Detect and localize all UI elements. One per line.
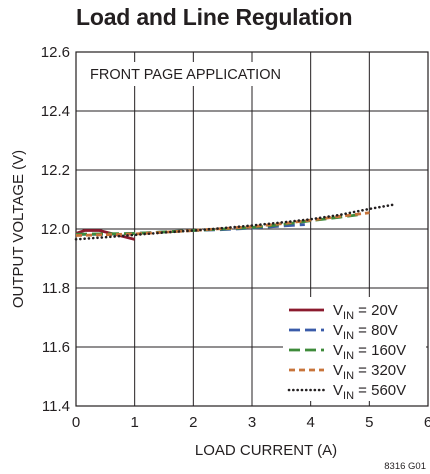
legend-label: VIN = 20V bbox=[333, 302, 398, 322]
y-tick-label: 12.4 bbox=[41, 103, 70, 120]
x-tick-label: 1 bbox=[130, 414, 138, 431]
legend-label: VIN = 80V bbox=[333, 322, 398, 342]
y-tick-label: 12.0 bbox=[41, 221, 70, 238]
x-axis-label: LOAD CURRENT (A) bbox=[195, 442, 337, 459]
plot-frame bbox=[75, 51, 429, 407]
series-line-5 bbox=[74, 203, 395, 241]
y-tick-label: 12.6 bbox=[41, 44, 70, 61]
series-group bbox=[74, 203, 395, 241]
x-tick-label: 0 bbox=[72, 414, 80, 431]
chart-title: Load and Line Regulation bbox=[76, 4, 353, 30]
legend-label: VIN = 160V bbox=[333, 342, 406, 362]
x-tick-label: 5 bbox=[365, 414, 373, 431]
legend-label: VIN = 320V bbox=[333, 362, 406, 382]
legend-label: VIN = 560V bbox=[333, 382, 406, 402]
series-line-1 bbox=[75, 229, 136, 241]
y-tick-label: 12.2 bbox=[41, 162, 70, 179]
y-tick-label: 11.6 bbox=[42, 339, 70, 356]
x-tick-labels: 0 1 2 3 4 5 6 bbox=[72, 414, 430, 431]
x-tick-label: 6 bbox=[424, 414, 430, 431]
series-line-4 bbox=[75, 211, 370, 237]
annotation-text: FRONT PAGE APPLICATION bbox=[90, 67, 281, 83]
figure-code: 8316 G01 bbox=[384, 461, 426, 472]
y-axis-label: OUTPUT VOLTAGE (V) bbox=[10, 150, 27, 308]
annotation-background bbox=[84, 62, 300, 86]
x-tick-label: 3 bbox=[248, 414, 256, 431]
x-tick-label: 4 bbox=[306, 414, 314, 431]
y-tick-label: 11.8 bbox=[42, 280, 70, 297]
x-tick-label: 2 bbox=[189, 414, 197, 431]
y-tick-labels: 11.4 11.6 11.8 12.0 12.2 12.4 12.6 bbox=[41, 44, 70, 415]
y-tick-label: 11.4 bbox=[42, 398, 70, 415]
